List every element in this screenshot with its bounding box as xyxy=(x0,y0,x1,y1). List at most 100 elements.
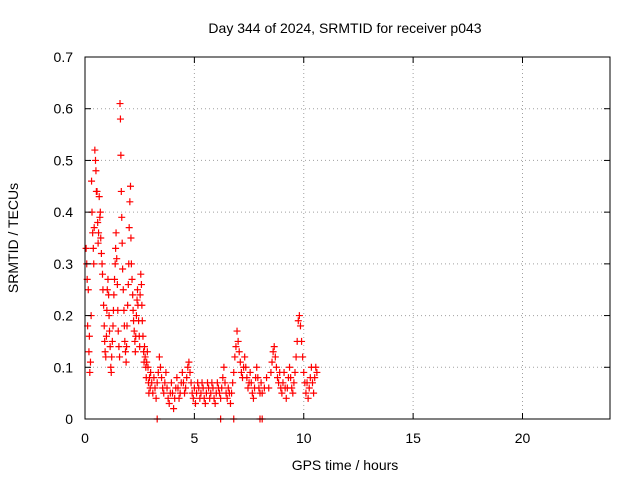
data-point xyxy=(103,306,111,314)
data-point xyxy=(114,306,122,314)
data-point xyxy=(291,368,299,376)
data-point xyxy=(100,301,108,309)
chart-title: Day 344 of 2024, SRMTID for receiver p04… xyxy=(208,20,481,36)
data-point xyxy=(114,327,122,335)
data-point xyxy=(86,368,94,376)
data-point xyxy=(249,394,257,402)
data-point xyxy=(191,399,199,407)
data-point xyxy=(286,363,294,371)
data-point xyxy=(213,379,221,387)
x-tick-label: 5 xyxy=(190,430,198,446)
data-point xyxy=(167,379,175,387)
data-point xyxy=(248,389,256,397)
data-point xyxy=(116,353,124,361)
data-point xyxy=(100,322,108,330)
x-tick-label: 0 xyxy=(81,430,89,446)
data-point xyxy=(112,244,120,252)
data-point xyxy=(143,358,151,366)
data-point xyxy=(118,239,126,247)
data-point xyxy=(224,384,232,392)
data-point xyxy=(267,368,275,376)
data-point xyxy=(107,368,115,376)
data-point xyxy=(182,384,190,392)
data-point xyxy=(120,306,128,314)
data-point xyxy=(221,379,229,387)
y-axis-label: SRMTID / TECUs xyxy=(5,183,21,293)
data-point xyxy=(119,265,127,273)
data-point xyxy=(290,379,298,387)
data-point xyxy=(163,384,171,392)
data-point xyxy=(121,348,129,356)
data-point xyxy=(158,374,166,382)
data-point xyxy=(117,151,125,159)
data-point xyxy=(138,317,146,325)
data-point xyxy=(271,353,279,361)
x-tick-label: 15 xyxy=(405,430,421,446)
data-point xyxy=(98,260,106,268)
data-point xyxy=(133,296,141,304)
data-point xyxy=(234,337,242,345)
x-tick-label: 20 xyxy=(515,430,531,446)
data-point xyxy=(280,368,288,376)
y-tick-label: 0.7 xyxy=(54,49,74,65)
data-point xyxy=(137,270,145,278)
data-point xyxy=(106,343,114,351)
data-point xyxy=(189,394,197,402)
data-point xyxy=(128,275,136,283)
data-point xyxy=(137,281,145,289)
data-point xyxy=(123,343,131,351)
data-point xyxy=(113,281,121,289)
data-point xyxy=(305,384,313,392)
data-point xyxy=(216,389,224,397)
data-point xyxy=(92,167,100,175)
y-tick-label: 0 xyxy=(65,411,73,427)
data-point xyxy=(299,353,307,361)
data-point xyxy=(233,327,241,335)
data-point xyxy=(269,348,277,356)
data-point xyxy=(229,379,237,387)
data-point xyxy=(312,363,320,371)
data-point xyxy=(169,389,176,397)
data-point xyxy=(160,389,168,397)
data-point xyxy=(257,379,265,387)
data-point xyxy=(139,332,147,340)
data-point xyxy=(265,384,273,392)
data-point xyxy=(105,312,113,320)
data-point xyxy=(288,384,296,392)
data-point xyxy=(296,322,304,330)
data-point xyxy=(96,208,104,216)
data-point xyxy=(153,379,161,387)
data-point xyxy=(246,368,254,376)
data-point xyxy=(109,322,117,330)
data-point xyxy=(119,286,127,294)
data-point xyxy=(184,363,192,371)
data-point xyxy=(84,286,92,294)
data-point xyxy=(104,275,112,283)
data-point xyxy=(134,286,141,294)
data-point xyxy=(101,348,109,356)
data-point xyxy=(156,363,164,371)
data-point xyxy=(279,379,287,387)
data-point xyxy=(89,244,97,252)
data-point xyxy=(300,368,308,376)
data-point xyxy=(173,374,181,382)
data-point xyxy=(124,301,132,309)
y-tick-label: 0.4 xyxy=(54,204,74,220)
data-point xyxy=(254,374,262,382)
data-point xyxy=(86,358,94,366)
data-point xyxy=(121,337,129,345)
data-point xyxy=(231,353,239,361)
data-point xyxy=(118,213,126,221)
data-points xyxy=(82,100,321,423)
data-point xyxy=(143,348,151,356)
data-point xyxy=(175,394,183,402)
x-axis-ticks: 0 5 10 15 20 xyxy=(81,57,530,446)
data-point xyxy=(131,337,139,345)
data-point xyxy=(187,379,195,387)
data-point xyxy=(278,389,286,397)
data-point xyxy=(150,374,158,382)
data-point xyxy=(112,229,120,237)
data-point xyxy=(258,389,266,397)
data-point xyxy=(129,306,137,314)
y-axis-ticks: 0 0.1 0.2 0.3 0.4 0.5 0.6 0.7 xyxy=(54,49,610,427)
